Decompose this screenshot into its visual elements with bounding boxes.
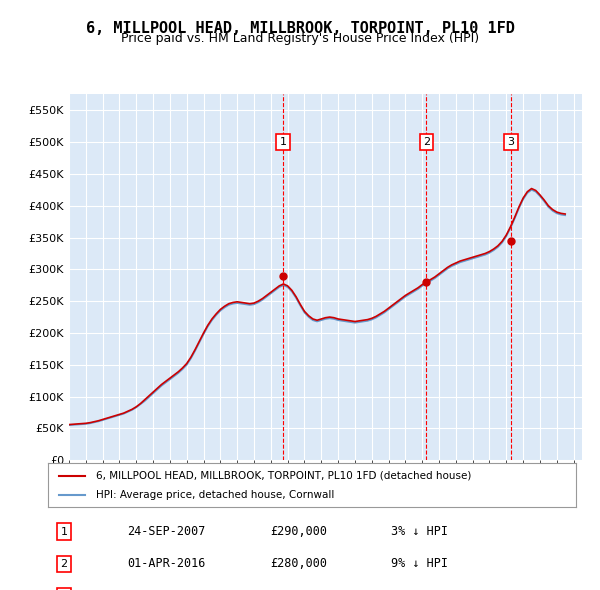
- Text: 24-SEP-2007: 24-SEP-2007: [127, 525, 206, 538]
- Text: 2: 2: [423, 137, 430, 147]
- Text: 6, MILLPOOL HEAD, MILLBROOK, TORPOINT, PL10 1FD (detached house): 6, MILLPOOL HEAD, MILLBROOK, TORPOINT, P…: [95, 471, 471, 480]
- Text: 2: 2: [60, 559, 67, 569]
- Text: £280,000: £280,000: [270, 558, 327, 571]
- Text: 6, MILLPOOL HEAD, MILLBROOK, TORPOINT, PL10 1FD: 6, MILLPOOL HEAD, MILLBROOK, TORPOINT, P…: [86, 21, 514, 35]
- Text: Price paid vs. HM Land Registry's House Price Index (HPI): Price paid vs. HM Land Registry's House …: [121, 32, 479, 45]
- Text: 1: 1: [61, 527, 67, 537]
- Text: HPI: Average price, detached house, Cornwall: HPI: Average price, detached house, Corn…: [95, 490, 334, 500]
- Text: 9% ↓ HPI: 9% ↓ HPI: [391, 558, 448, 571]
- Text: 3% ↓ HPI: 3% ↓ HPI: [391, 525, 448, 538]
- Text: 3: 3: [508, 137, 514, 147]
- Text: £290,000: £290,000: [270, 525, 327, 538]
- Text: 1: 1: [280, 137, 287, 147]
- Text: 01-APR-2016: 01-APR-2016: [127, 558, 206, 571]
